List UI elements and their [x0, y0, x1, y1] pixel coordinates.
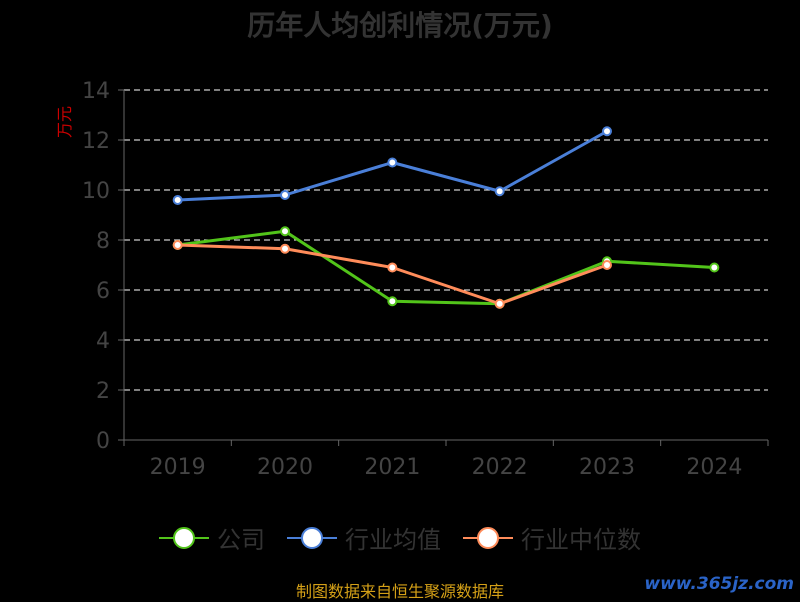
y-tick-label-8: 8	[96, 229, 110, 254]
series-2-point-2022	[494, 298, 505, 309]
series-1-point-2020	[280, 190, 290, 200]
series-1-point-2021	[387, 157, 398, 168]
legend-item-industry-median[interactable]: 行业中位数	[463, 520, 641, 555]
series-line-0	[177, 229, 715, 306]
x-tick-label-2020: 2020	[257, 455, 313, 480]
series-2-point-2023	[602, 260, 612, 270]
chart-legend: 公司 行业均值 行业中位数	[0, 520, 800, 555]
legend-swatch-company	[159, 526, 209, 549]
y-tick-label-12: 12	[82, 129, 110, 154]
legend-swatch-industry-mean	[287, 526, 337, 549]
x-tick-label-2019: 2019	[150, 455, 206, 480]
series-1-point-2022	[494, 186, 505, 197]
y-tick-label-14: 14	[82, 79, 110, 104]
series-1-point-2019	[172, 195, 183, 205]
data-source-note: 制图数据来自恒生聚源数据库	[295, 582, 504, 601]
series-2-point-2021	[387, 262, 398, 273]
legend-label-company: 公司	[217, 526, 265, 554]
legend-swatch-industry-median	[463, 526, 513, 549]
series-line-2	[177, 243, 608, 306]
y-tick-label-0: 0	[96, 429, 110, 454]
x-tick-label-2022: 2022	[472, 455, 528, 480]
series-0-point-2020	[280, 226, 290, 237]
y-tick-label-4: 4	[96, 329, 110, 354]
series-2-point-2020	[280, 243, 290, 254]
series-0-point-2021	[387, 296, 398, 307]
y-tick-label-6: 6	[96, 279, 110, 304]
x-tick-label-2021: 2021	[364, 455, 420, 480]
x-tick-label-2024: 2024	[686, 455, 742, 480]
chart-title: 历年人均创利情况(万元)	[247, 9, 553, 42]
legend-item-company[interactable]: 公司	[159, 520, 265, 555]
watermark: www.365jz.com	[644, 574, 794, 594]
legend-label-industry-mean: 行业均值	[345, 526, 441, 554]
series-0-point-2024	[709, 262, 720, 273]
y-tick-label-2: 2	[96, 379, 110, 404]
series-2-point-2019	[172, 240, 183, 250]
y-axis-label: 万元	[55, 106, 74, 138]
y-tick-label-10: 10	[82, 179, 110, 204]
series-1-point-2023	[602, 126, 612, 137]
x-tick-label-2023: 2023	[579, 455, 635, 480]
legend-item-industry-mean[interactable]: 行业均值	[287, 520, 441, 555]
legend-label-industry-median: 行业中位数	[521, 526, 641, 554]
